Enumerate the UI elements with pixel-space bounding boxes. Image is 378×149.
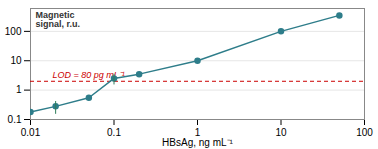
svg-text:1: 1 [194, 126, 201, 138]
svg-text:HBsAg, ng mL⁻¹: HBsAg, ng mL⁻¹ [162, 137, 233, 148]
svg-text:10: 10 [275, 127, 287, 138]
svg-text:0.01: 0.01 [21, 127, 41, 138]
svg-text:Magneticsignal, r.u.: Magneticsignal, r.u. [36, 10, 81, 29]
svg-text:10: 10 [10, 55, 22, 66]
svg-text:1: 1 [16, 84, 22, 95]
svg-text:LOD = 80 pg mL⁻¹: LOD = 80 pg mL⁻¹ [52, 70, 125, 81]
svg-text:100: 100 [5, 26, 22, 37]
svg-text:0.1: 0.1 [8, 114, 22, 125]
svg-text:0.1: 0.1 [107, 127, 121, 138]
svg-text:100: 100 [356, 127, 373, 138]
